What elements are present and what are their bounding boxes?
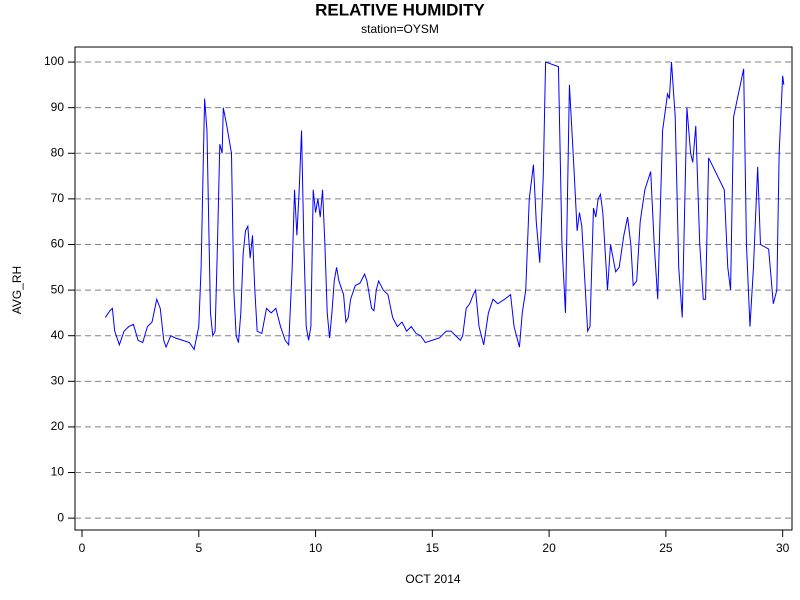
y-axis-label: AVG_RH	[10, 266, 24, 314]
chart-subtitle: station=OYSM	[361, 22, 439, 36]
x-tick-label: 15	[426, 541, 440, 555]
x-tick-label: 25	[659, 541, 673, 555]
x-axis-label: OCT 2014	[405, 572, 460, 586]
plot-frame	[74, 46, 793, 531]
chart-title: RELATIVE HUMIDITY	[315, 0, 485, 19]
y-tick-label: 0	[57, 510, 64, 524]
x-tick-label: 30	[776, 541, 790, 555]
y-tick-label: 50	[51, 282, 65, 296]
x-tick-label: 20	[542, 541, 556, 555]
y-tick-label: 100	[44, 54, 64, 68]
y-tick-label: 10	[51, 465, 65, 479]
x-tick-label: 10	[309, 541, 323, 555]
y-tick-label: 80	[51, 145, 65, 159]
y-tick-label: 70	[51, 191, 65, 205]
y-tick-label: 60	[51, 237, 65, 251]
x-tick-label: 0	[79, 541, 86, 555]
data-line	[104, 61, 785, 351]
y-tick-label: 30	[51, 373, 65, 387]
y-tick-label: 20	[51, 419, 65, 433]
x-tick-label: 5	[195, 541, 202, 555]
y-tick-label: 90	[51, 100, 65, 114]
y-tick-label: 40	[51, 328, 65, 342]
